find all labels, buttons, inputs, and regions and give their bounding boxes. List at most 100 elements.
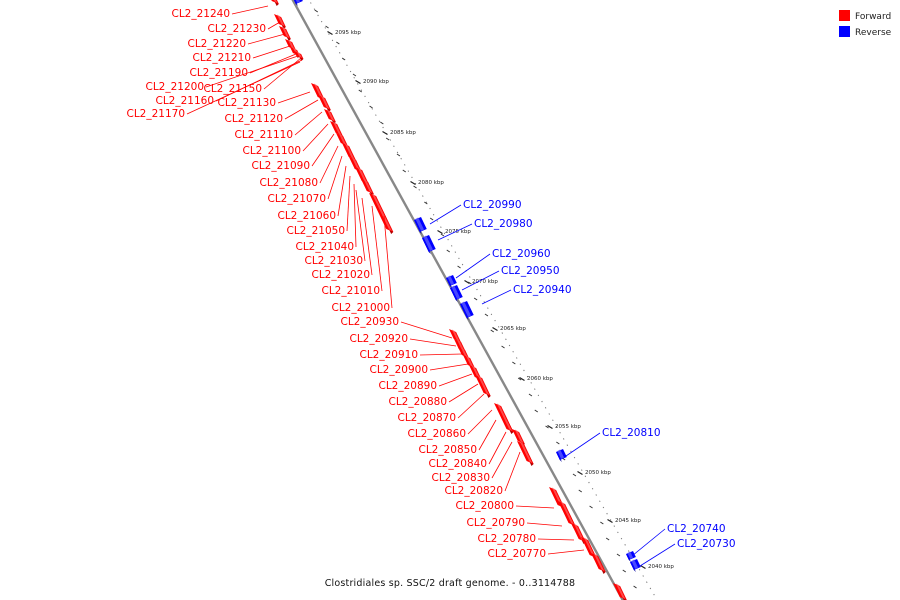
reverse-gene-label[interactable]: CL2_20740 — [667, 523, 726, 535]
forward-gene-label[interactable]: CL2_21220 — [187, 38, 246, 50]
reverse-gene[interactable] — [630, 559, 641, 572]
forward-gene-label[interactable]: CL2_20910 — [359, 349, 418, 361]
forward-gene[interactable] — [318, 95, 331, 112]
forward-gene-label[interactable]: CL2_20860 — [407, 428, 466, 440]
forward-gene-leader — [429, 363, 469, 371]
scale-tick-mark — [327, 30, 333, 36]
forward-gene[interactable] — [475, 375, 491, 398]
forward-gene-label[interactable]: CL2_21050 — [286, 225, 345, 237]
backbone-line — [291, 0, 625, 600]
reverse-gene[interactable] — [460, 301, 474, 320]
forward-gene[interactable] — [512, 429, 525, 446]
forward-gene[interactable] — [494, 403, 514, 434]
forward-gene[interactable] — [274, 14, 286, 29]
forward-gene-label[interactable]: CL2_20830 — [431, 472, 490, 484]
forward-gene-label[interactable]: CL2_21230 — [207, 23, 266, 35]
forward-gene-label[interactable]: CL2_20790 — [466, 517, 525, 529]
forward-gene[interactable] — [517, 441, 534, 466]
forward-gene-label[interactable]: CL2_20930 — [340, 316, 399, 328]
forward-gene-label[interactable]: CL2_21100 — [242, 145, 301, 157]
forward-gene-label[interactable]: CL2_21170 — [126, 108, 185, 120]
forward-gene-label[interactable]: CL2_21020 — [311, 269, 370, 281]
forward-gene-leader — [186, 61, 301, 115]
forward-gene[interactable] — [324, 109, 336, 124]
forward-gene[interactable] — [342, 143, 356, 162]
forward-gene-label[interactable]: CL2_21030 — [304, 255, 363, 267]
reverse-gene[interactable] — [292, 0, 303, 6]
reverse-gene-label[interactable]: CL2_20950 — [501, 265, 560, 277]
scale-minor-tick — [545, 425, 549, 429]
forward-gene-label[interactable]: CL2_21160 — [155, 95, 214, 107]
scale-minor-tick — [402, 169, 407, 173]
genes-layer — [267, 0, 641, 600]
forward-gene[interactable] — [361, 179, 374, 196]
forward-gene-label[interactable]: CL2_21090 — [251, 160, 310, 172]
forward-gene-label[interactable]: CL2_21060 — [277, 210, 336, 222]
forward-gene-label[interactable]: CL2_20850 — [418, 444, 477, 456]
scale-tick-mark — [577, 470, 583, 476]
reverse-gene[interactable] — [414, 217, 427, 234]
forward-gene[interactable] — [279, 26, 291, 41]
scale-minor-tick — [616, 553, 621, 557]
reverse-gene[interactable] — [450, 285, 463, 302]
scale-tick-label: 2040 kbp — [648, 564, 674, 570]
reverse-gene[interactable] — [446, 275, 457, 288]
forward-gene[interactable] — [558, 501, 576, 528]
forward-gene-label[interactable]: CL2_21000 — [331, 302, 390, 314]
reverse-gene-label[interactable]: CL2_20730 — [677, 538, 736, 550]
forward-gene-label[interactable]: CL2_21210 — [192, 52, 251, 64]
forward-gene-label[interactable]: CL2_20880 — [388, 396, 447, 408]
forward-gene-label[interactable]: CL2_20840 — [428, 458, 487, 470]
reverse-gene-label[interactable]: CL2_20960 — [492, 248, 551, 260]
reverse-gene[interactable] — [422, 235, 436, 254]
forward-gene-label[interactable]: CL2_21130 — [217, 97, 276, 109]
reverse-gene-leader — [455, 253, 491, 279]
forward-gene-label[interactable]: CL2_20780 — [477, 533, 536, 545]
reverse-gene-label[interactable]: CL2_20940 — [513, 284, 572, 296]
forward-gene-label[interactable]: CL2_21080 — [259, 177, 318, 189]
forward-gene[interactable] — [330, 121, 343, 138]
forward-gene-label[interactable]: CL2_21010 — [321, 285, 380, 297]
reverse-gene-label[interactable]: CL2_20980 — [474, 218, 533, 230]
forward-gene-label[interactable]: CL2_21120 — [224, 113, 283, 125]
forward-gene-label[interactable]: CL2_20900 — [369, 364, 428, 376]
reverse-gene-label[interactable]: CL2_20810 — [602, 427, 661, 439]
scale-minor-tick — [446, 249, 451, 253]
forward-gene[interactable] — [267, 0, 279, 6]
forward-gene-label[interactable]: CL2_21040 — [295, 241, 354, 253]
scale-minor-tick — [440, 233, 445, 237]
forward-gene-label[interactable]: CL2_20920 — [349, 333, 408, 345]
forward-gene[interactable] — [591, 553, 606, 574]
forward-gene[interactable] — [369, 193, 394, 234]
forward-gene-label[interactable]: CL2_20890 — [378, 380, 437, 392]
forward-gene-label[interactable]: CL2_20820 — [444, 485, 503, 497]
forward-gene-label[interactable]: CL2_20770 — [487, 548, 546, 560]
forward-gene-label[interactable]: CL2_21240 — [171, 8, 230, 20]
forward-gene-leader — [263, 57, 302, 90]
forward-gene-label[interactable]: CL2_21110 — [234, 129, 293, 141]
scale-tick-mark — [382, 130, 388, 136]
scale-tick-mark — [437, 229, 443, 235]
forward-gene-label[interactable]: CL2_21200 — [145, 81, 204, 93]
reverse-gene[interactable] — [556, 449, 567, 462]
forward-gene-leader — [409, 338, 457, 347]
forward-gene-label[interactable]: CL2_20870 — [397, 412, 456, 424]
forward-gene[interactable] — [613, 583, 627, 600]
scale-tick-label: 2075 kbp — [445, 229, 471, 235]
forward-gene-leader — [457, 393, 485, 419]
scale-minor-tick — [534, 409, 539, 413]
forward-gene-label[interactable]: CL2_20800 — [455, 500, 514, 512]
forward-gene-leader — [478, 419, 497, 451]
reverse-gene[interactable] — [626, 551, 636, 562]
forward-gene-leader — [205, 55, 299, 88]
scale-tick-label: 2070 kbp — [472, 279, 498, 285]
scale-tick-mark — [355, 79, 361, 85]
reverse-gene-label[interactable]: CL2_20990 — [463, 199, 522, 211]
forward-gene-leader — [400, 321, 453, 339]
scale-minor-tick — [325, 25, 329, 29]
forward-gene-label[interactable]: CL2_21190 — [189, 67, 248, 79]
forward-gene-label[interactable]: CL2_21070 — [267, 193, 326, 205]
forward-gene-leader — [419, 353, 463, 356]
forward-gene[interactable] — [294, 51, 304, 61]
legend: Forward Reverse — [839, 10, 892, 38]
